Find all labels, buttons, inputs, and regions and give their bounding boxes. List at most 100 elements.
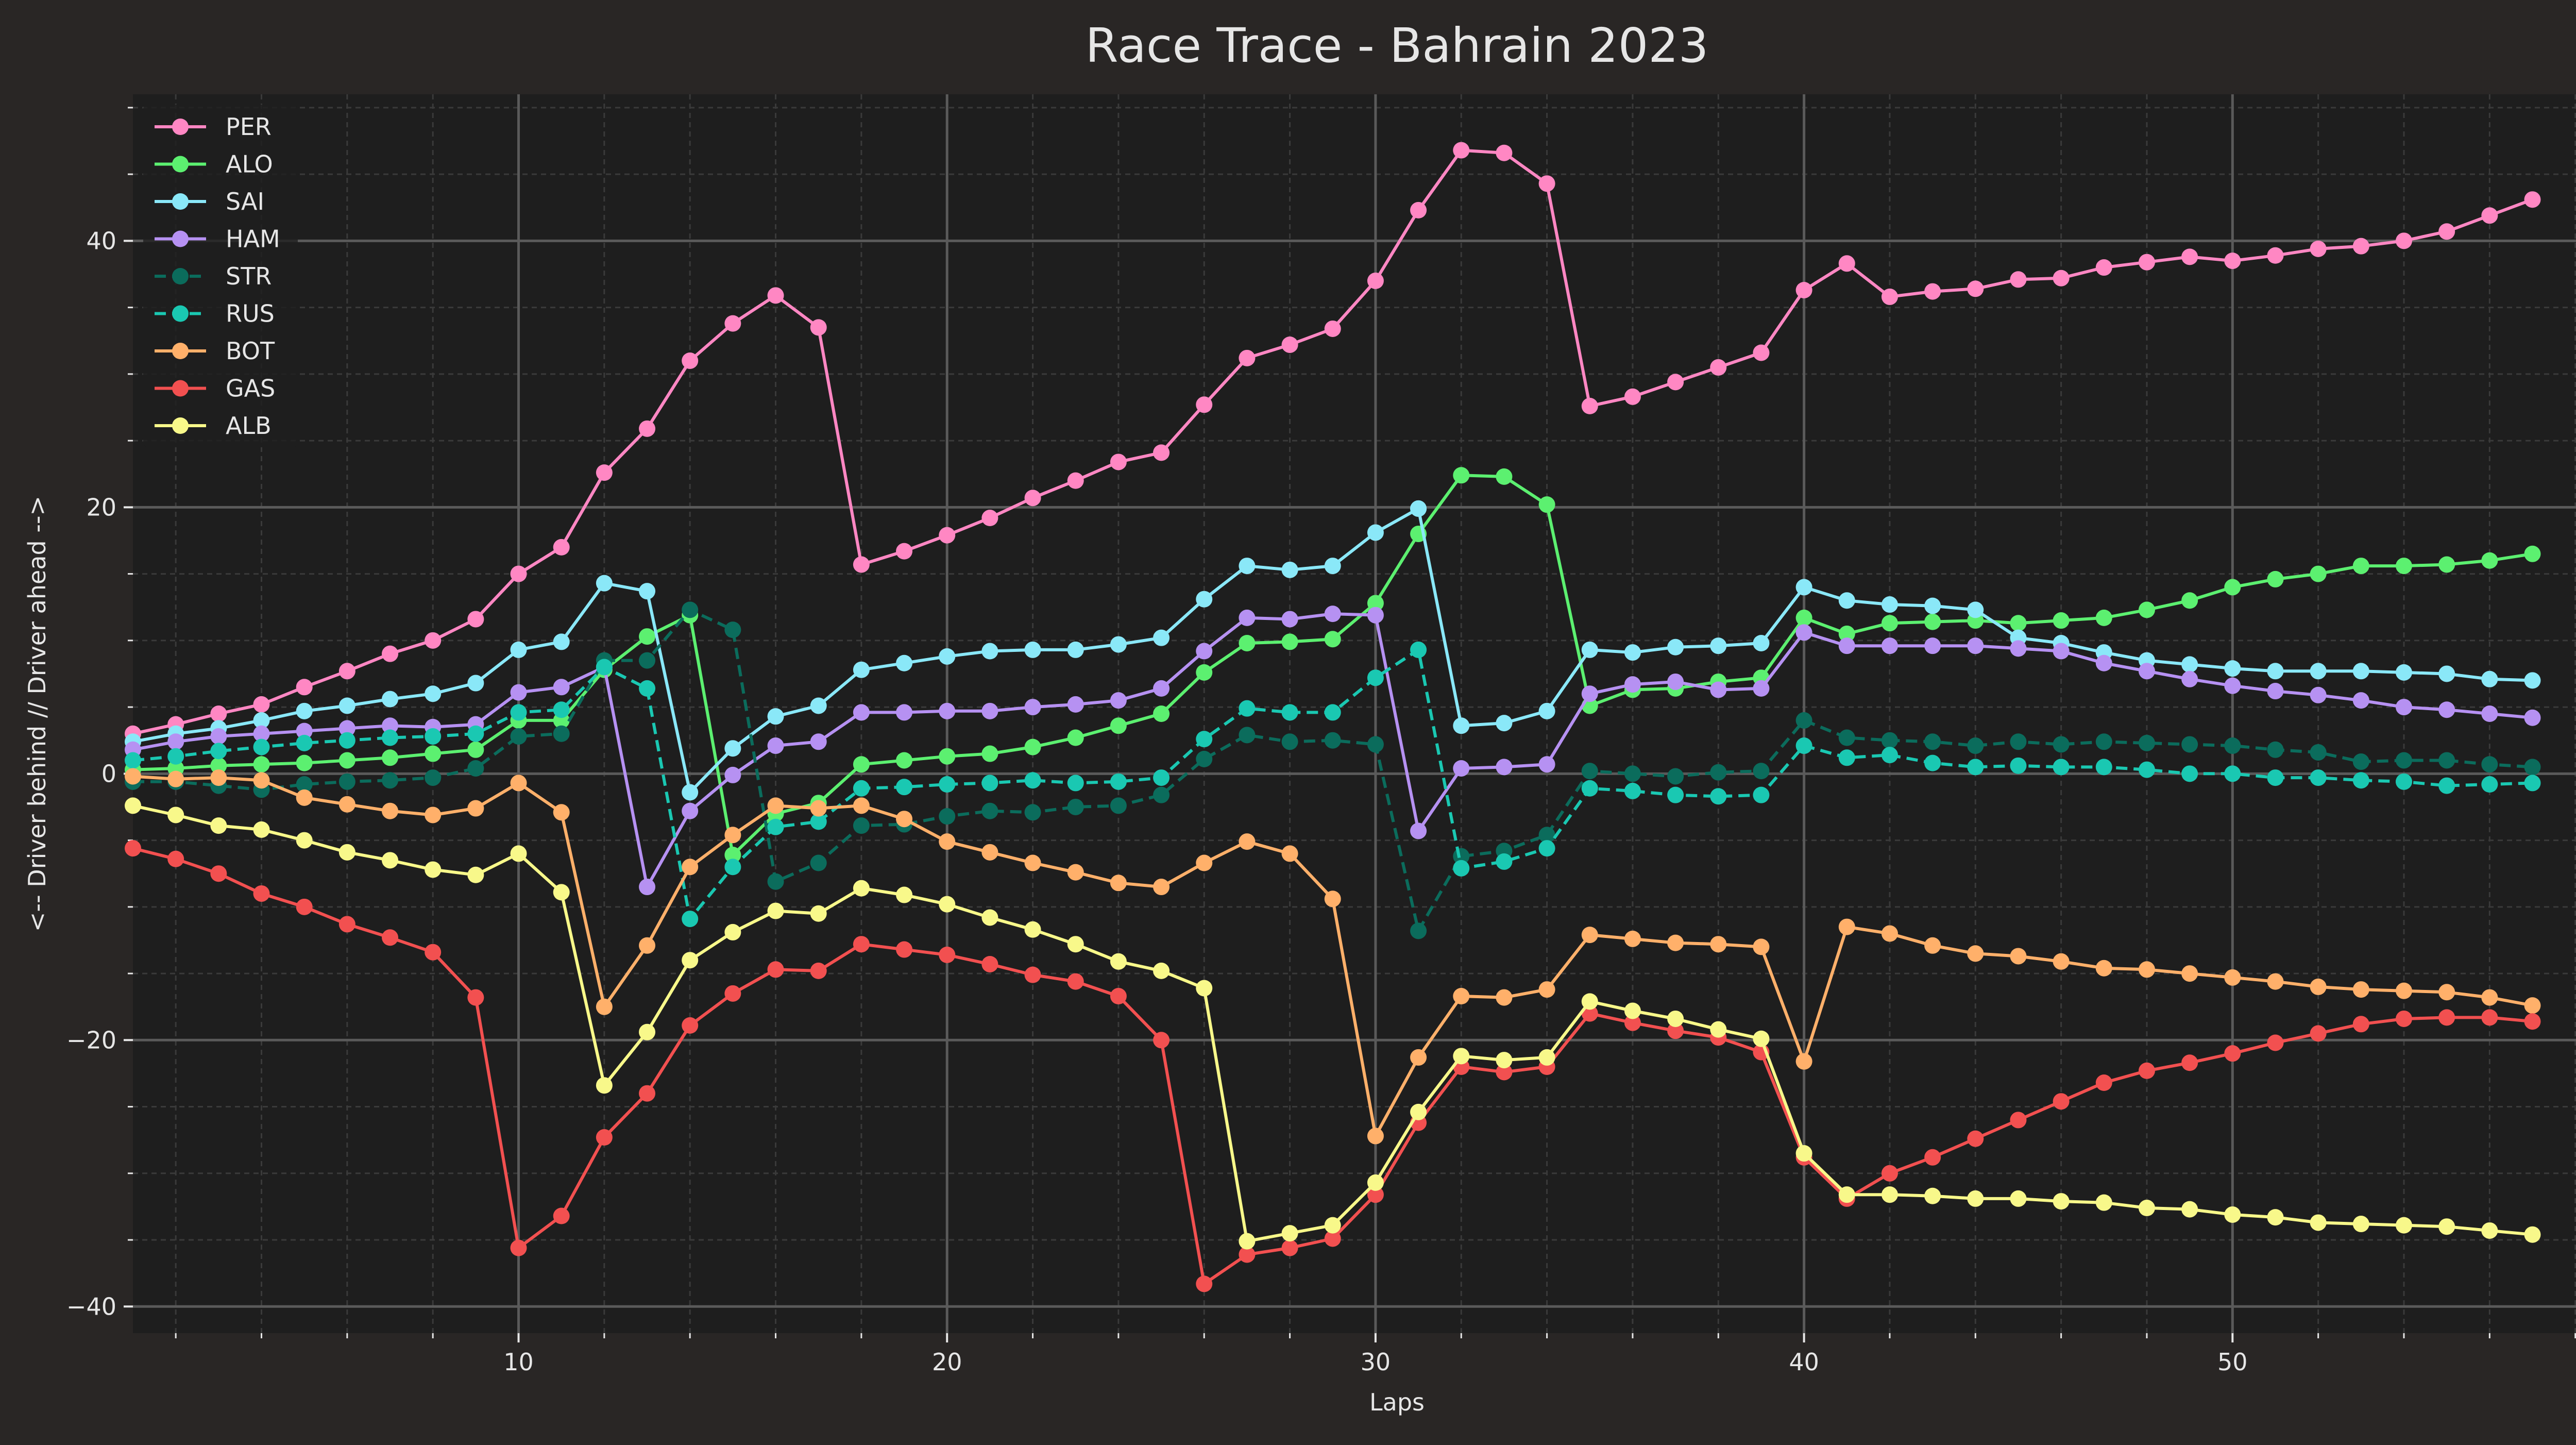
data-point-ham	[1239, 609, 1256, 626]
data-point-bot	[1838, 918, 1855, 935]
data-point-bot	[2310, 978, 2327, 995]
data-point-gas	[1110, 988, 1127, 1005]
data-point-str	[1281, 733, 1298, 750]
data-point-per	[338, 663, 355, 680]
data-point-ham	[724, 766, 741, 783]
data-point-alo	[981, 745, 998, 762]
data-point-str	[2138, 734, 2155, 751]
data-point-alb	[1024, 921, 1041, 938]
data-point-gas	[1924, 1149, 1941, 1166]
data-point-bot	[1710, 936, 1727, 953]
data-point-alo	[2352, 558, 2369, 575]
data-point-alo	[1924, 613, 1941, 630]
data-point-alb	[2352, 1216, 2369, 1233]
data-point-ham	[2181, 670, 2198, 687]
data-point-per	[553, 539, 570, 556]
data-point-alo	[724, 847, 741, 864]
data-point-bot	[2352, 981, 2369, 998]
data-point-bot	[510, 775, 527, 792]
data-point-str	[1667, 768, 1684, 785]
data-point-per	[2181, 248, 2198, 265]
data-point-alo	[1838, 625, 1855, 642]
data-point-str	[767, 873, 784, 890]
data-point-alb	[896, 886, 913, 903]
data-point-per	[1838, 255, 1855, 272]
data-point-bot	[1753, 938, 1770, 955]
data-point-str	[1581, 763, 1598, 780]
data-point-sai	[1624, 644, 1641, 661]
data-point-str	[1410, 922, 1427, 939]
data-point-str	[382, 772, 399, 789]
data-point-sai	[2524, 672, 2541, 689]
data-point-ham	[1753, 680, 1770, 697]
data-point-gas	[467, 989, 484, 1006]
data-point-str	[2481, 756, 2498, 773]
data-point-per	[2267, 247, 2284, 264]
data-point-gas	[210, 865, 227, 882]
data-point-gas	[767, 961, 784, 978]
data-point-bot	[639, 937, 656, 954]
data-point-bot	[1667, 934, 1684, 951]
data-point-bot	[296, 789, 313, 806]
data-point-str	[2267, 741, 2284, 758]
data-point-ham	[1196, 643, 1213, 660]
x-tick-label: 50	[2217, 1348, 2248, 1376]
data-point-alb	[2438, 1218, 2455, 1235]
data-point-bot	[1538, 981, 1555, 998]
data-point-bot	[1110, 875, 1127, 892]
data-point-rus	[1410, 641, 1427, 658]
data-point-alo	[467, 741, 484, 758]
data-point-ham	[2395, 699, 2412, 716]
data-point-sai	[425, 685, 442, 702]
data-point-str	[1067, 798, 1084, 815]
x-tick-label: 20	[932, 1348, 962, 1376]
data-point-str	[510, 728, 527, 745]
data-point-alb	[2095, 1194, 2112, 1211]
data-point-sai	[2310, 663, 2327, 680]
data-point-rus	[2310, 769, 2327, 786]
chart-title: Race Trace - Bahrain 2023	[1086, 18, 1709, 73]
legend-label-alo: ALO	[226, 150, 273, 178]
data-point-ham	[1067, 696, 1084, 713]
data-point-per	[1624, 388, 1641, 405]
data-point-alo	[1881, 615, 1898, 632]
data-point-alb	[2138, 1200, 2155, 1217]
data-point-bot	[2095, 960, 2112, 977]
data-point-rus	[510, 704, 527, 721]
data-point-sai	[2224, 660, 2241, 677]
data-point-bot	[167, 770, 184, 787]
data-point-gas	[1024, 966, 1041, 983]
data-point-ham	[382, 717, 399, 734]
legend-box	[143, 105, 298, 447]
data-point-bot	[682, 859, 699, 876]
data-point-alb	[2481, 1222, 2498, 1239]
data-point-alo	[1024, 738, 1041, 755]
data-point-bot	[1367, 1128, 1384, 1145]
data-point-alb	[2524, 1226, 2541, 1243]
y-axis-label: <-- Driver behind // Driver ahead -->	[23, 496, 51, 932]
series-layer	[125, 142, 2541, 1292]
data-point-rus	[1196, 731, 1213, 748]
data-point-alo	[2310, 565, 2327, 582]
data-point-alo	[1453, 467, 1470, 484]
data-point-gas	[596, 1129, 613, 1146]
data-point-per	[1110, 453, 1127, 471]
data-point-alo	[2010, 615, 2027, 632]
data-point-gas	[1881, 1165, 1898, 1182]
data-point-per	[896, 543, 913, 560]
y-tick-label: −40	[66, 1292, 116, 1320]
data-point-str	[296, 776, 313, 793]
data-point-per	[467, 611, 484, 628]
data-point-alb	[425, 861, 442, 878]
data-point-ham	[1281, 611, 1298, 628]
data-point-rus	[1110, 773, 1127, 790]
data-point-rus	[1024, 772, 1041, 789]
data-point-bot	[2524, 997, 2541, 1014]
data-point-alo	[1110, 717, 1127, 734]
data-point-str	[2438, 752, 2455, 769]
data-point-alo	[1281, 633, 1298, 650]
data-point-str	[2352, 753, 2369, 770]
data-point-rus	[639, 680, 656, 697]
data-point-bot	[125, 768, 141, 785]
